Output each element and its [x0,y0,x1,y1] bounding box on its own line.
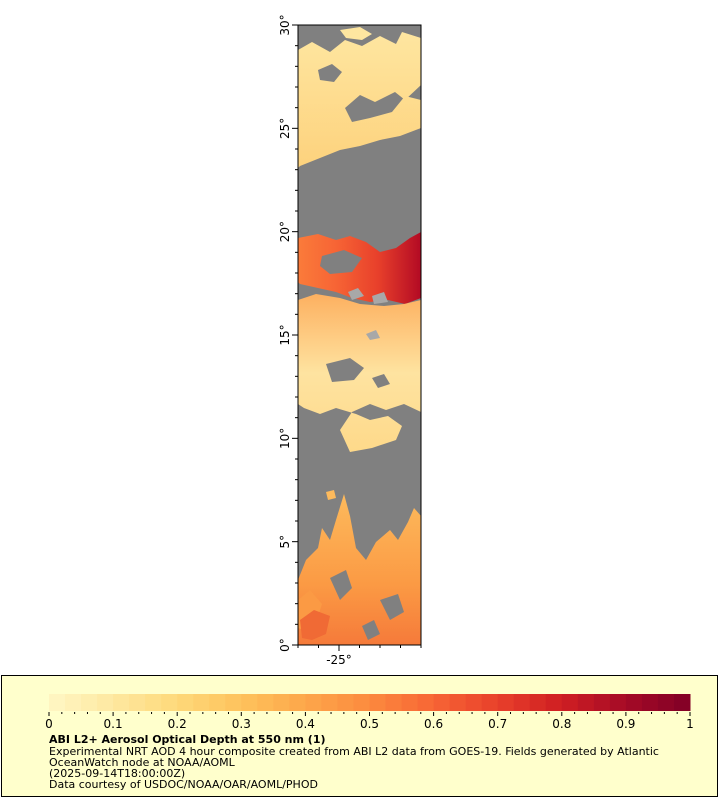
color-scale-swatch [193,694,210,711]
color-scale-tick-label: 0.9 [616,717,635,731]
aod-map: 0° 5° 10° 15° 20° 25° 30° -25° [278,14,422,667]
lat-tick-label: 15° [278,324,292,345]
color-scale-swatch [49,694,66,711]
color-scale-tick-label: 0.5 [360,717,379,731]
color-scale-swatch [433,694,451,711]
legend-timestamp: (2025-09-14T18:00:00Z) [49,767,186,780]
color-scale-tick-label: 0.2 [168,717,187,731]
aod-hole-dust-1 [320,250,362,274]
latitude-axis: 0° 5° 10° 15° 20° 25° 30° [278,14,298,652]
lat-tick-label: 10° [278,428,292,449]
color-scale-bar [49,694,691,711]
color-scale-swatch [113,694,130,711]
color-scale-swatch [625,694,643,711]
color-scale-swatch [81,694,98,711]
longitude-axis: -25° [297,645,422,667]
color-scale-swatch [337,694,354,711]
color-scale-swatch [145,694,162,711]
legend-description-line1: Experimental NRT AOD 4 hour composite cr… [49,745,659,758]
color-scale-tick-label: 0.6 [424,717,443,731]
color-scale-swatch [417,694,435,711]
aod-patch-south-small [326,490,336,500]
color-scale-swatch [305,694,322,711]
color-scale-swatch [545,694,563,711]
color-scale-swatch [225,694,242,711]
color-scale-swatch [529,694,547,711]
aod-hole-south-3 [362,620,380,640]
color-scale-swatch [593,694,611,711]
aod-hole-south-2 [380,594,404,620]
color-scale-tick-label: 0.3 [232,717,251,731]
color-scale-swatch [561,694,579,711]
legend-credit: Data courtesy of USDOC/NOAA/OAR/AOML/PHO… [49,778,318,791]
color-scale-tick-label: 0.8 [552,717,571,731]
aod-hole-central-2 [372,374,390,388]
legend-description-line2: OceanWatch node at NOAA/AOML [49,756,235,769]
aod-hole-central-1 [326,358,364,382]
lon-tick-label: -25° [326,653,352,667]
color-scale-swatch [401,694,419,711]
color-scale-tick-label: 0.4 [296,717,315,731]
color-scale-swatch [673,694,691,711]
color-scale-tick-label: 0.7 [488,717,507,731]
color-scale-tick-label: 0 [45,717,53,731]
color-scale-swatch [273,694,290,711]
color-scale-swatch [449,694,467,711]
aod-hole-north [318,64,342,82]
color-scale-swatch [177,694,194,711]
lat-tick-label: 30° [278,14,292,35]
color-scale-swatch [289,694,306,711]
aod-hole-dust-2 [348,288,364,300]
legend-panel: 0 0.1 0.2 0.3 0.4 0.5 0.6 0.7 0.8 0.9 1 ABI L2+ Ae… [1,675,718,797]
color-scale-swatch [241,694,258,711]
aod-hole-dust-3 [372,292,388,304]
color-scale-swatch [129,694,146,711]
color-scale-swatch [657,694,675,711]
color-scale-swatch [353,694,370,711]
color-scale-swatch [497,694,515,711]
color-scale-swatch [481,694,499,711]
color-scale-swatch [465,694,483,711]
color-scale-swatch [65,694,82,711]
color-scale-swatch [609,694,627,711]
aod-patch-north-small [340,27,372,40]
color-scale-swatch [97,694,114,711]
legend-title: ABI L2+ Aerosol Optical Depth at 550 nm … [49,733,326,746]
color-scale-tick-label: 1 [686,717,694,731]
color-scale-swatch [161,694,178,711]
lat-tick-label: 5° [278,535,292,549]
aod-hole-south-1 [330,570,352,600]
lat-tick-label: 0° [278,638,292,652]
color-scale-swatch [369,694,387,711]
lat-tick-label: 25° [278,118,292,139]
lat-tick-label: 20° [278,221,292,242]
color-scale-tick-label: 0.1 [104,717,123,731]
aod-region-dust-plume [298,232,421,304]
color-scale-swatch [257,694,274,711]
aod-hole-central-3 [366,330,380,340]
color-scale-swatch [321,694,338,711]
color-scale-swatch [385,694,403,711]
color-scale-swatch [513,694,531,711]
color-scale: 0 0.1 0.2 0.3 0.4 0.5 0.6 0.7 0.8 0.9 1 [45,694,694,731]
aod-region-south-red [300,610,330,640]
color-scale-swatch [209,694,226,711]
color-scale-swatch [577,694,595,711]
color-scale-swatch [641,694,659,711]
color-scale-ticks: 0 0.1 0.2 0.3 0.4 0.5 0.6 0.7 0.8 0.9 1 [45,712,694,731]
